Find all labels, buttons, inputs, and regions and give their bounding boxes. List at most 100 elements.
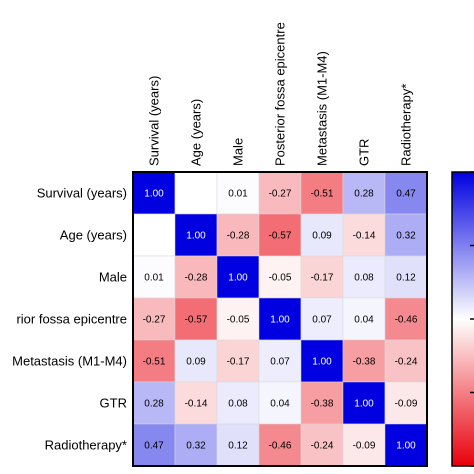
column-label: Posterior fossa epicentre (273, 22, 288, 166)
cell-value-label: 0.28 (354, 189, 374, 200)
cell-value-label: 0.01 (228, 189, 248, 200)
heatmap-cell (132, 297, 176, 341)
column-label: Male (231, 138, 246, 166)
cell-value-label: 1.00 (144, 189, 164, 200)
column-label: Survival (years) (147, 76, 162, 166)
cell-value-label: -0.38 (311, 399, 334, 410)
heatmap-cell (132, 171, 176, 215)
cell-value-label: 1.00 (270, 315, 290, 326)
heatmap-cell (384, 255, 428, 299)
cell-value-label: 0.09 (312, 231, 332, 242)
cell-value-label: 0.12 (228, 441, 248, 452)
cell-value-label: 0.12 (396, 273, 416, 284)
cell-value-label: -0.17 (227, 357, 250, 368)
cell-value-label: 1.00 (186, 231, 206, 242)
heatmap-cells: 1.00 0.01 -0.27 -0.51 0.28 0.47 1.00 -0.28 -0.57… (132, 171, 428, 467)
cell-value-label: -0.57 (269, 231, 292, 242)
row-label: rior fossa epicentre (16, 312, 127, 327)
heatmap-cell (258, 381, 302, 425)
heatmap-cell (174, 339, 218, 383)
cell-value-label: -0.46 (269, 441, 292, 452)
cell-value-label: 0.01 (144, 273, 164, 284)
heatmap-cell (174, 381, 218, 425)
colorbar-gradient (451, 171, 474, 467)
heatmap-cell (258, 297, 302, 341)
heatmap-cell (342, 297, 386, 341)
cell-value-label: 1.00 (228, 273, 248, 284)
heatmap-cell (342, 381, 386, 425)
cell-value-label: -0.24 (311, 441, 334, 452)
heatmap-cell (300, 339, 344, 383)
heatmap-cell (300, 171, 344, 215)
heatmap-cell (300, 213, 344, 257)
row-label: Male (99, 270, 127, 285)
heatmap-cell (342, 423, 386, 467)
row-labels: Survival (years) Age (years) Male rior foss… (12, 186, 127, 453)
cell-value-label: -0.46 (395, 315, 418, 326)
column-label: Radiotherapy* (399, 84, 414, 166)
heatmap-cell (300, 381, 344, 425)
cell-value-label: -0.09 (353, 441, 376, 452)
column-label: Age (years) (189, 99, 204, 166)
cell-value-label: 0.47 (396, 189, 416, 200)
cell-value-label: 0.09 (186, 357, 206, 368)
heatmap-cell (174, 255, 218, 299)
heatmap-cell (132, 339, 176, 383)
cell-value-label: -0.14 (353, 231, 376, 242)
heatmap-cell (300, 423, 344, 467)
cell-value-label: -0.05 (269, 273, 292, 284)
cell-value-label: -0.14 (185, 399, 208, 410)
heatmap-cell (216, 213, 260, 257)
heatmap-cell (384, 171, 428, 215)
heatmap-cell (384, 213, 428, 257)
heatmap-cell (216, 423, 260, 467)
cell-value-label: 0.07 (270, 357, 290, 368)
cell-value-label: 0.04 (354, 315, 374, 326)
cell-value-label: 0.32 (396, 231, 416, 242)
cell-value-label: 1.00 (396, 441, 416, 452)
colorbar (451, 171, 474, 467)
cell-value-label: 0.04 (270, 399, 290, 410)
row-label: Survival (years) (37, 186, 127, 201)
cell-value-label: -0.28 (185, 273, 208, 284)
heatmap-cell (384, 381, 428, 425)
heatmap-cell (132, 255, 176, 299)
cell-value-label: -0.38 (353, 357, 376, 368)
cell-value-label: -0.17 (311, 273, 334, 284)
cell-value-label: -0.09 (395, 399, 418, 410)
heatmap-cell (132, 213, 176, 257)
heatmap-cell (216, 339, 260, 383)
heatmap-frame (132, 171, 428, 467)
row-label: Age (years) (60, 228, 127, 243)
column-label: Metastasis (M1-M4) (315, 51, 330, 166)
row-label: Metastasis (M1-M4) (12, 354, 127, 369)
column-labels: Survival (years) Age (years) Male Posterior… (147, 22, 414, 166)
heatmap-cell (216, 381, 260, 425)
cell-value-label: -0.51 (311, 189, 334, 200)
cell-value-label: 1.00 (312, 357, 332, 368)
heatmap-cell (384, 423, 428, 467)
cell-value-label: -0.27 (143, 315, 166, 326)
heatmap-cell (300, 255, 344, 299)
cell-value-label: 0.08 (228, 399, 248, 410)
heatmap-cell (216, 297, 260, 341)
cell-value-label: -0.51 (143, 357, 166, 368)
cell-value-label: -0.57 (185, 315, 208, 326)
cell-value-label: 0.07 (312, 315, 332, 326)
row-label: Radiotherapy* (45, 438, 127, 453)
cell-value-label: 0.28 (144, 399, 164, 410)
heatmap-cell (342, 255, 386, 299)
cell-value-label: 1.00 (354, 399, 374, 410)
cell-value-label: 0.47 (144, 441, 164, 452)
heatmap-cell (174, 297, 218, 341)
heatmap-cell (174, 423, 218, 467)
heatmap-cell (258, 255, 302, 299)
heatmap-cell (174, 171, 218, 215)
cell-value-label: -0.24 (395, 357, 418, 368)
cell-value-label: 0.32 (186, 441, 206, 452)
cell-value-label: -0.28 (227, 231, 250, 242)
column-label: GTR (357, 139, 372, 166)
row-label: GTR (100, 396, 127, 411)
cell-value-label: 0.08 (354, 273, 374, 284)
